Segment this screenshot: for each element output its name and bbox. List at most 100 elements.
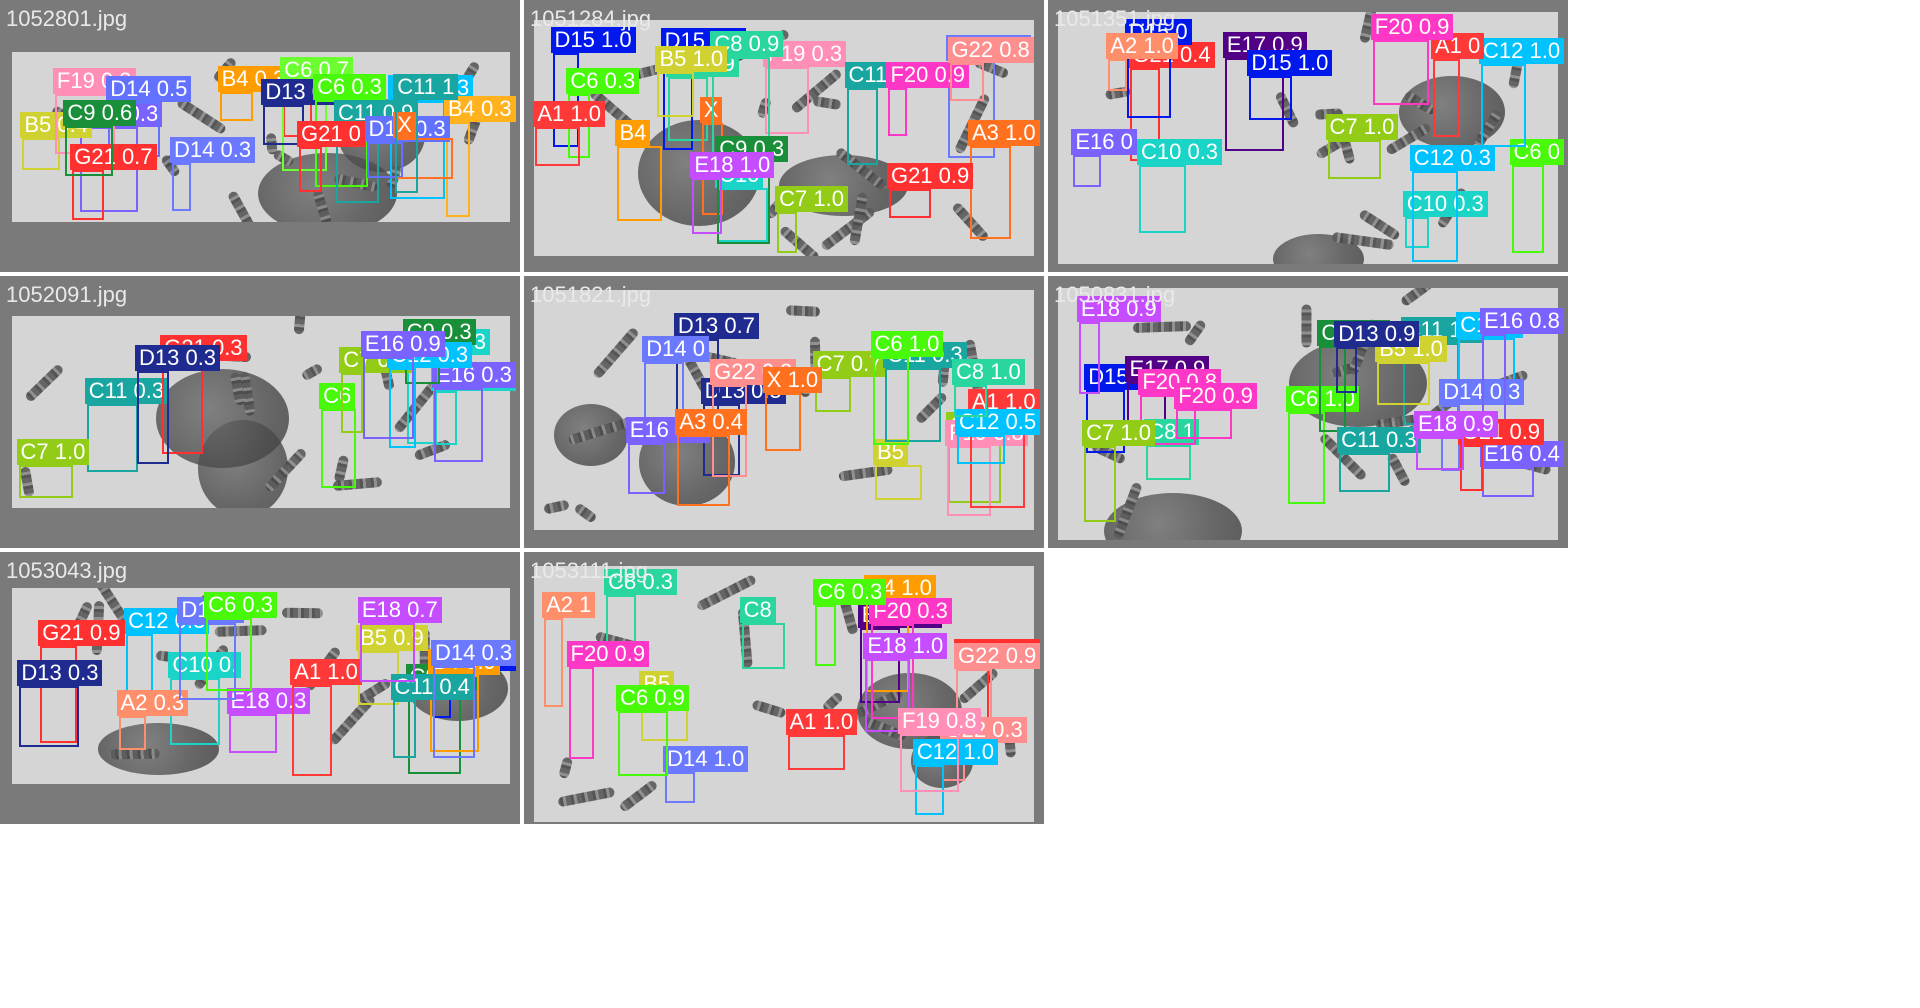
detection-box: E18 0.9	[1076, 295, 1161, 394]
chromosome	[301, 363, 325, 382]
detection-box: C11 0.3	[1337, 427, 1421, 493]
bounding-box	[957, 434, 1005, 464]
panel-1053043: 1053043.jpg B5 0.9 C12 0.3 E18 0.3 G21 0.9 A…	[0, 552, 520, 824]
bounding-box	[1404, 217, 1430, 249]
bounding-box	[535, 127, 580, 166]
bounding-box	[1138, 164, 1187, 233]
detection-box: C6 1.0	[870, 330, 944, 445]
bounding-box	[1084, 446, 1117, 522]
bounding-box	[874, 465, 922, 501]
detection-box: C10 0.3	[1136, 138, 1223, 233]
detection-label: D14 0.3	[431, 640, 517, 667]
detection-box: F20 0.9	[886, 62, 970, 137]
detection-label: E18 1.0	[690, 151, 775, 178]
bounding-box	[665, 771, 695, 803]
detection-label: D13 0.3	[17, 660, 103, 687]
detection-label: F20 0.9	[886, 62, 970, 89]
bounding-box	[1377, 362, 1431, 405]
bounding-box	[292, 685, 333, 776]
detection-box: C7 1.0	[775, 186, 848, 254]
detection-label: F20 0.9	[566, 641, 650, 667]
detection-box: C9 0.6	[63, 100, 137, 176]
bounding-box	[692, 177, 722, 234]
panel-title: 1052091.jpg	[6, 282, 128, 307]
bounding-box	[1108, 58, 1127, 91]
bounding-box	[949, 62, 985, 101]
detection-box: A2 1	[542, 592, 596, 708]
detection-box: G21 0.7	[70, 144, 157, 221]
detection-label: C6 0.3	[313, 73, 386, 100]
bounding-box	[1339, 453, 1390, 493]
detection-label: C6 0.9	[616, 684, 689, 711]
chromosome	[558, 756, 574, 780]
detection-box: C6 1.0	[1286, 386, 1359, 504]
detection-label: C6 0.3	[813, 578, 887, 605]
bounding-box	[136, 370, 169, 464]
detection-label: X	[699, 97, 723, 124]
panel-title: 1053111.jpg	[530, 558, 648, 583]
detection-label: G21 0	[296, 121, 365, 148]
detection-label: C9 0.6	[63, 100, 137, 127]
detection-box: D14 0.5	[106, 76, 192, 158]
detection-label: D13 0.3	[134, 344, 221, 371]
bounding-box	[86, 403, 139, 472]
detection-label: X	[393, 111, 416, 138]
bounding-box	[434, 387, 484, 463]
bounding-box	[389, 367, 417, 448]
bounding-box	[1327, 140, 1382, 180]
bounding-box	[657, 72, 694, 118]
detection-box: B5	[872, 439, 922, 501]
detection-box: C6 0.3	[813, 578, 887, 666]
bounding-box	[872, 356, 910, 445]
bounding-box	[606, 594, 636, 644]
detection-box: F19 0.3	[763, 41, 847, 134]
detection-label: C12 0.3	[1409, 145, 1495, 172]
detection-label: D13 0.9	[1334, 321, 1420, 348]
bounding-box	[899, 734, 960, 793]
detection-box: F19 0.8	[897, 708, 981, 793]
detection-box: C6 0.9	[616, 684, 689, 777]
bounding-box	[914, 764, 944, 815]
detection-label: C6	[319, 382, 356, 409]
bounding-box	[40, 646, 78, 744]
detection-label: G21 0.7	[70, 144, 157, 171]
detection-box: C8	[739, 596, 786, 669]
detection-box: E16 0.9	[360, 330, 445, 440]
detection-box: D14 0.3	[170, 137, 256, 211]
detection-box: C8 0.3	[604, 568, 677, 644]
detection-box: D13 0.3	[134, 344, 221, 464]
detection-label: C6 0	[1509, 139, 1564, 166]
detection-label: D14 0	[642, 336, 710, 363]
detection-label: A1 1.0	[785, 709, 858, 736]
detection-label: F19 0.8	[897, 708, 981, 735]
panel-title: 1051351.jpg	[1054, 6, 1176, 31]
detection-box: C7 1.0	[1325, 114, 1399, 180]
bounding-box	[947, 446, 991, 516]
detection-label: C7 1.0	[16, 438, 90, 465]
bounding-box	[19, 686, 80, 748]
detection-label: C8 1.0	[951, 358, 1025, 385]
detection-label: E18 1.0	[863, 633, 948, 660]
detection-box: D13 0.9	[1334, 321, 1420, 393]
detection-box: A1 1.0	[533, 101, 605, 166]
detection-box: D14 0.3	[431, 640, 517, 759]
detection-box: A2 1.0	[1106, 32, 1178, 91]
detection-box: C12 0.3	[1409, 145, 1495, 262]
detection-label: A3 0.4	[675, 409, 747, 436]
detection-box: C7 1.0	[1082, 420, 1155, 522]
detection-box: C11 0.4	[390, 673, 474, 758]
bounding-box	[618, 710, 669, 777]
detection-box: E18 0.7	[357, 596, 442, 682]
bounding-box	[970, 146, 1012, 240]
bounding-box	[627, 442, 666, 494]
detection-box: A2 0.3	[116, 690, 189, 751]
bounding-box	[1078, 321, 1101, 394]
panel-title: 1052801.jpg	[6, 6, 128, 31]
bounding-box	[859, 627, 900, 704]
detection-label: D13 0.7	[673, 313, 759, 340]
panel-title: 1053043.jpg	[6, 558, 128, 583]
bounding-box	[118, 716, 146, 751]
detection-label: C11 0.4	[390, 673, 474, 700]
